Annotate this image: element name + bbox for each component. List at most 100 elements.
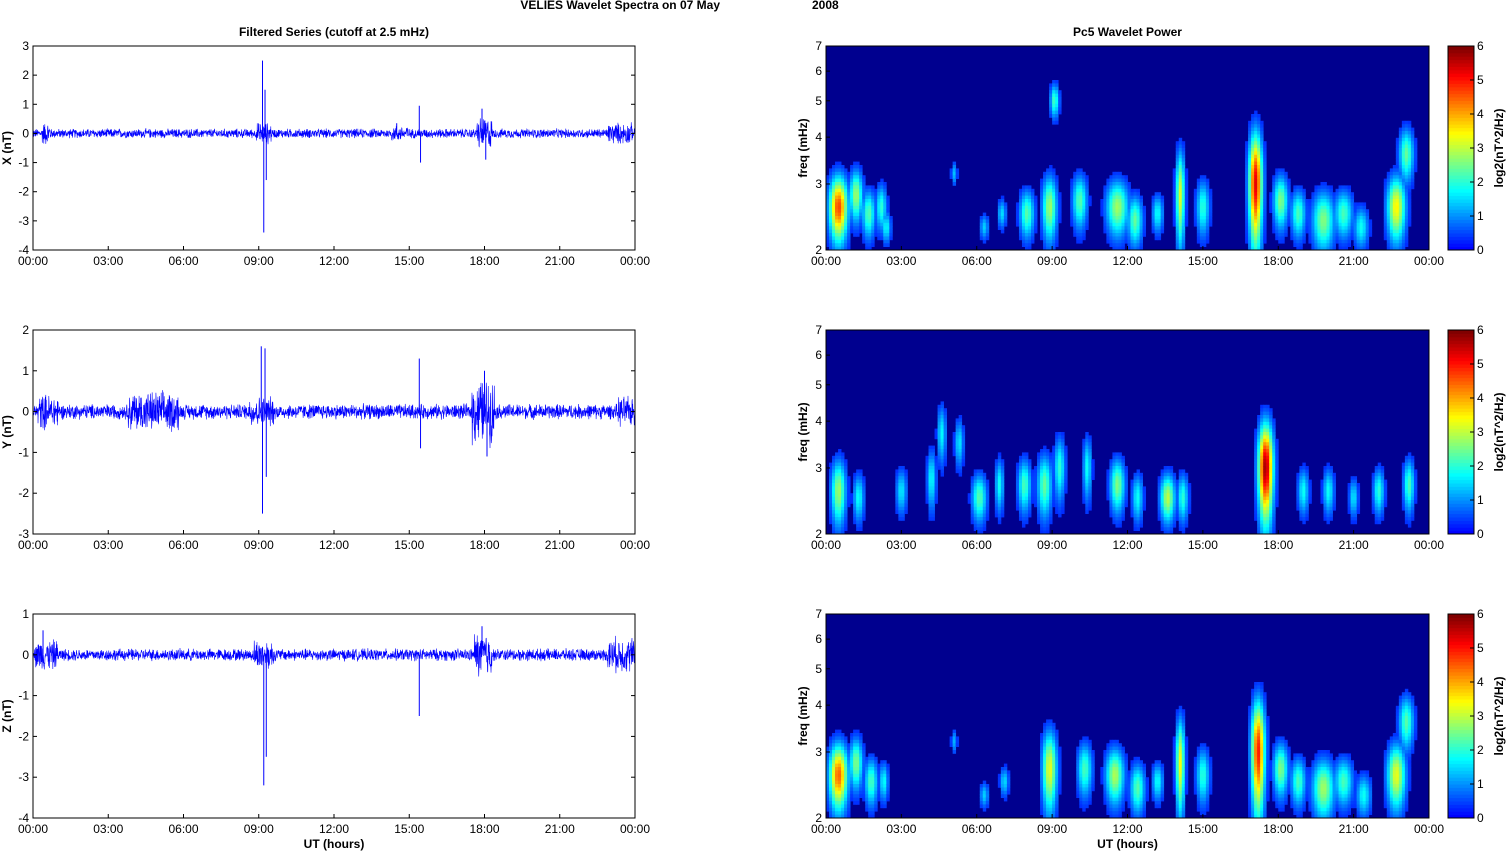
power-cell <box>895 472 899 477</box>
power-cell <box>1272 435 1276 440</box>
power-cell <box>1112 192 1116 196</box>
power-cell <box>1281 216 1285 220</box>
power-cell <box>901 500 905 504</box>
x-tick-label: 09:00 <box>244 822 274 836</box>
power-cell <box>844 246 848 251</box>
power-cell <box>1040 205 1044 210</box>
power-cell <box>1404 236 1409 241</box>
power-cell <box>1257 131 1261 135</box>
power-cell <box>1329 472 1333 477</box>
power-cell <box>1058 195 1062 200</box>
power-cell <box>1028 489 1032 494</box>
power-cell <box>1275 452 1279 457</box>
power-cell <box>1034 199 1038 203</box>
power-cell <box>1392 246 1397 251</box>
power-cell <box>1052 188 1056 193</box>
power-cell <box>883 239 887 244</box>
power-cell <box>1049 212 1053 217</box>
power-cell <box>865 185 869 190</box>
colorbar-tick-label: 3 <box>1477 425 1484 439</box>
power-cell <box>1308 202 1312 207</box>
power-cell <box>1118 171 1122 176</box>
power-cell <box>1362 239 1367 244</box>
power-cell <box>826 185 830 190</box>
power-cell <box>1335 229 1339 234</box>
power-cell <box>1070 195 1074 200</box>
power-cell <box>1332 486 1336 491</box>
power-cell <box>1272 520 1276 525</box>
colorbar-step <box>1448 148 1474 152</box>
power-cell <box>1055 438 1059 443</box>
power-cell <box>1175 513 1180 518</box>
power-cell <box>1410 496 1415 501</box>
power-cell <box>1049 209 1053 213</box>
power-cell <box>859 219 863 224</box>
power-cell <box>1160 527 1165 531</box>
power-cell <box>1401 239 1406 244</box>
power-cell <box>829 496 833 501</box>
power-cell <box>886 233 890 237</box>
power-cell <box>931 459 935 463</box>
power-cell <box>835 239 839 244</box>
power-cell <box>1142 233 1146 237</box>
power-cell <box>1175 185 1180 190</box>
power-cell <box>1272 476 1276 480</box>
power-cell <box>1166 517 1171 521</box>
power-cell <box>826 175 830 179</box>
power-cell <box>979 520 984 525</box>
power-cell <box>1151 205 1156 210</box>
power-cell <box>1127 182 1131 186</box>
power-cell <box>832 459 836 463</box>
power-cell <box>1202 222 1207 227</box>
power-cell <box>1281 168 1285 173</box>
power-cell <box>1040 222 1044 227</box>
power-cell <box>1142 226 1146 230</box>
power-cell <box>835 527 839 531</box>
power-cell <box>1260 175 1264 179</box>
power-cell <box>1410 493 1415 497</box>
power-cell <box>1353 513 1358 518</box>
power-cell <box>1272 192 1276 196</box>
power-cell <box>1401 233 1406 237</box>
power-cell <box>829 205 833 210</box>
power-cell <box>1257 455 1261 460</box>
power-cell <box>1018 205 1023 210</box>
power-cell <box>1302 486 1306 491</box>
power-cell <box>1323 219 1327 224</box>
power-cell <box>1326 188 1330 193</box>
power-cell <box>874 202 878 207</box>
power-cell <box>835 455 839 460</box>
power-cell <box>1049 195 1053 200</box>
power-cell <box>1266 455 1270 460</box>
power-cell <box>889 222 893 227</box>
power-cell <box>1383 205 1388 210</box>
power-cell <box>1329 226 1333 230</box>
power-cell <box>1383 216 1388 220</box>
power-cell <box>1175 165 1180 169</box>
power-cell <box>1058 103 1062 108</box>
power-cell <box>1133 239 1137 244</box>
power-cell <box>1404 469 1409 474</box>
power-cell <box>1257 148 1261 152</box>
power-cell <box>1024 199 1029 203</box>
power-cell <box>1082 188 1086 193</box>
power-cell <box>1266 517 1270 521</box>
power-cell <box>868 216 872 220</box>
power-cell <box>877 199 881 203</box>
power-cell <box>853 503 857 508</box>
power-cell <box>1344 202 1348 207</box>
power-cell <box>1043 205 1047 210</box>
y-tick-label: 2 <box>815 527 822 541</box>
power-cell <box>1112 479 1116 484</box>
power-cell <box>979 219 984 224</box>
power-cell <box>1302 513 1306 518</box>
colorbar-step <box>1448 178 1474 183</box>
power-cell <box>1178 148 1183 152</box>
power-cell <box>1118 182 1122 186</box>
power-cell <box>1085 209 1089 213</box>
power-cell <box>1323 489 1327 494</box>
power-cell <box>934 432 938 436</box>
power-cell <box>1281 182 1285 186</box>
power-cell <box>934 496 938 501</box>
power-cell <box>1000 489 1005 494</box>
